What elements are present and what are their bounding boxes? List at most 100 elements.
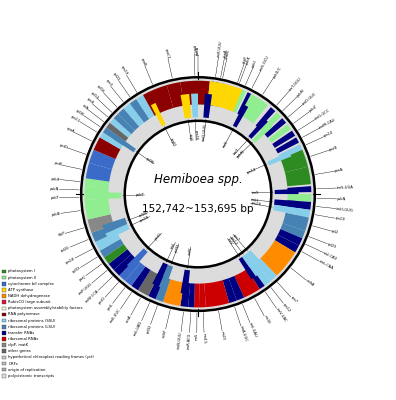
- Polygon shape: [100, 239, 124, 258]
- Polygon shape: [124, 104, 144, 126]
- Polygon shape: [119, 258, 141, 281]
- Text: trnR-ACG: trnR-ACG: [187, 332, 192, 349]
- Polygon shape: [114, 254, 136, 276]
- Text: trnK-UUU: trnK-UUU: [217, 40, 223, 57]
- Polygon shape: [246, 250, 267, 272]
- Polygon shape: [255, 258, 277, 281]
- Polygon shape: [287, 186, 311, 192]
- Text: trnI-CAU: trnI-CAU: [323, 251, 338, 261]
- Text: rpoB: rpoB: [140, 57, 147, 67]
- Polygon shape: [204, 94, 212, 118]
- Text: RubisCO large subunit: RubisCO large subunit: [8, 300, 51, 304]
- Polygon shape: [138, 270, 159, 296]
- Text: trnL-UAG: trnL-UAG: [133, 320, 143, 336]
- Polygon shape: [242, 254, 261, 276]
- Text: rpl20: rpl20: [61, 245, 71, 252]
- Text: rrn23: rrn23: [220, 330, 226, 340]
- Text: photosystem assembly/stability factors: photosystem assembly/stability factors: [8, 306, 83, 310]
- Text: rps18: rps18: [65, 256, 76, 264]
- Text: clpP, matK: clpP, matK: [8, 343, 29, 347]
- Text: psbN: psbN: [50, 187, 59, 191]
- Polygon shape: [209, 82, 218, 106]
- Text: cytochrome b/f complex: cytochrome b/f complex: [8, 282, 54, 286]
- Text: rpl2: rpl2: [331, 229, 339, 235]
- Text: trnH: trnH: [251, 198, 259, 202]
- Text: polycistronic transcripts: polycistronic transcripts: [8, 374, 54, 378]
- Text: rps16: rps16: [194, 130, 198, 141]
- Text: RNA polymerase: RNA polymerase: [8, 312, 40, 316]
- Text: atpF: atpF: [242, 55, 249, 64]
- Bar: [2, 368, 6, 372]
- Text: ccsA: ccsA: [125, 314, 133, 324]
- Bar: [2, 270, 6, 273]
- Polygon shape: [103, 128, 126, 145]
- Text: psbI: psbI: [251, 59, 258, 68]
- Polygon shape: [276, 137, 299, 154]
- Polygon shape: [151, 103, 166, 126]
- Text: ndhF: ndhF: [162, 328, 168, 338]
- Text: ORFs: ORFs: [8, 362, 18, 366]
- Text: rpl16: rpl16: [95, 84, 105, 94]
- Polygon shape: [208, 81, 229, 108]
- Bar: [2, 300, 6, 304]
- Text: ribosomal proteins (SSU): ribosomal proteins (SSU): [8, 318, 55, 322]
- Polygon shape: [163, 279, 184, 306]
- Text: ndhB: ndhB: [305, 279, 315, 288]
- Text: trnS: trnS: [222, 140, 229, 148]
- Bar: [2, 282, 6, 286]
- Polygon shape: [180, 81, 210, 106]
- Polygon shape: [143, 85, 173, 116]
- Polygon shape: [95, 232, 120, 251]
- Polygon shape: [204, 280, 229, 307]
- Text: rps3: rps3: [104, 79, 112, 88]
- Polygon shape: [89, 150, 116, 169]
- Polygon shape: [285, 167, 311, 186]
- Polygon shape: [152, 262, 168, 286]
- Polygon shape: [260, 112, 281, 133]
- Text: trnD-GUC: trnD-GUC: [302, 91, 318, 106]
- Polygon shape: [286, 206, 310, 218]
- Text: trnS-GCU: trnS-GCU: [259, 54, 270, 72]
- Text: NADH dehydrogenase: NADH dehydrogenase: [8, 294, 50, 298]
- Polygon shape: [181, 94, 191, 118]
- Polygon shape: [194, 284, 200, 307]
- Polygon shape: [109, 249, 131, 270]
- Text: psbK: psbK: [245, 55, 251, 65]
- Polygon shape: [118, 108, 139, 131]
- Polygon shape: [287, 200, 311, 210]
- Polygon shape: [237, 92, 251, 115]
- Polygon shape: [192, 81, 204, 105]
- Text: ATP synthase: ATP synthase: [8, 288, 34, 292]
- Polygon shape: [278, 229, 302, 246]
- Polygon shape: [180, 282, 190, 307]
- Polygon shape: [232, 89, 246, 113]
- Polygon shape: [125, 263, 145, 286]
- Polygon shape: [131, 266, 150, 290]
- Text: rps12: rps12: [282, 302, 291, 312]
- Text: origin of replication: origin of replication: [8, 368, 46, 372]
- Polygon shape: [136, 95, 154, 119]
- Text: trnT-GGU: trnT-GGU: [288, 76, 303, 92]
- Polygon shape: [86, 163, 112, 182]
- Polygon shape: [260, 240, 295, 276]
- Polygon shape: [97, 192, 121, 199]
- Text: trnV-GAC: trnV-GAC: [275, 307, 287, 323]
- Polygon shape: [278, 144, 302, 159]
- Bar: [2, 356, 6, 359]
- Text: psaJ: psaJ: [78, 274, 87, 282]
- Bar: [2, 294, 6, 298]
- Bar: [2, 319, 6, 322]
- Polygon shape: [181, 270, 190, 294]
- Text: psbN: psbN: [337, 197, 346, 201]
- Bar: [2, 325, 6, 328]
- Text: rpl22: rpl22: [112, 72, 120, 82]
- Text: trnW-CCA: trnW-CCA: [84, 289, 100, 304]
- Bar: [2, 362, 6, 365]
- Text: rrn5: rrn5: [195, 333, 199, 340]
- Text: trnT: trnT: [232, 148, 240, 156]
- Polygon shape: [88, 214, 114, 233]
- Text: transfer RNAs: transfer RNAs: [8, 331, 34, 335]
- Polygon shape: [275, 235, 299, 252]
- Text: psaA: psaA: [334, 168, 344, 173]
- Polygon shape: [81, 77, 315, 311]
